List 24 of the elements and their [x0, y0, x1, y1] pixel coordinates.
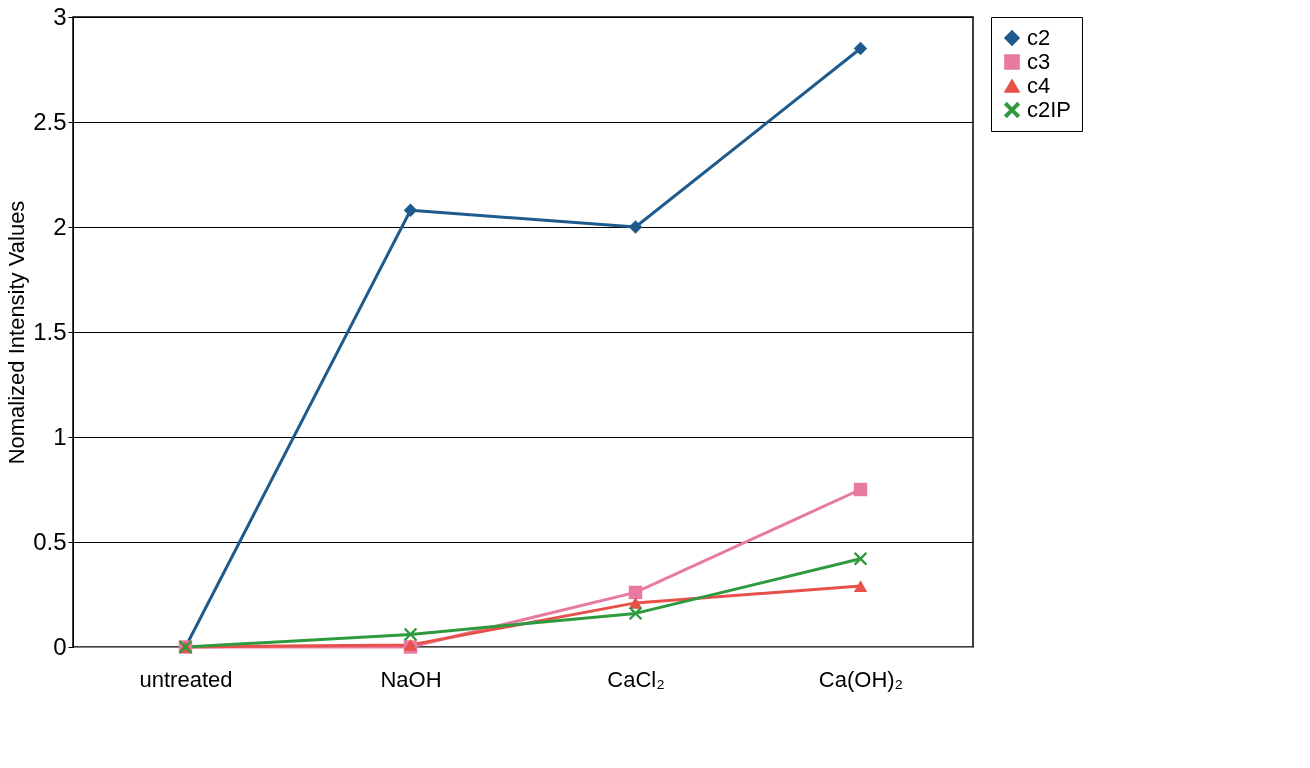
point: [628, 597, 643, 609]
point: [853, 552, 868, 566]
legend-label: c3: [1027, 49, 1051, 74]
legend-label: c4: [1027, 73, 1051, 98]
x-tick-label: CaCl₂: [607, 666, 665, 692]
point: [628, 220, 643, 234]
legend-label: c2: [1027, 25, 1051, 50]
y-tick-label: 1: [53, 422, 67, 450]
legend-label: c2IP: [1027, 97, 1072, 122]
y-tick-label: 2: [53, 212, 67, 240]
y-tick-label: 3: [53, 2, 67, 30]
y-tick-label: 2.5: [33, 107, 67, 135]
point: [853, 482, 868, 497]
point: [628, 585, 643, 600]
y-tick-label: 0: [53, 632, 67, 660]
y-tick-label: 0.5: [33, 527, 67, 555]
x-tick-label: Ca(OH)₂: [818, 666, 904, 692]
x-tick-label: NaOH: [380, 666, 442, 692]
point: [853, 580, 868, 592]
x-tick-label: untreated: [139, 666, 233, 692]
y-axis-title: Nomalized Intensity Values: [4, 200, 30, 465]
point: [853, 41, 868, 56]
point: [403, 203, 418, 217]
y-tick-label: 1.5: [33, 317, 67, 345]
